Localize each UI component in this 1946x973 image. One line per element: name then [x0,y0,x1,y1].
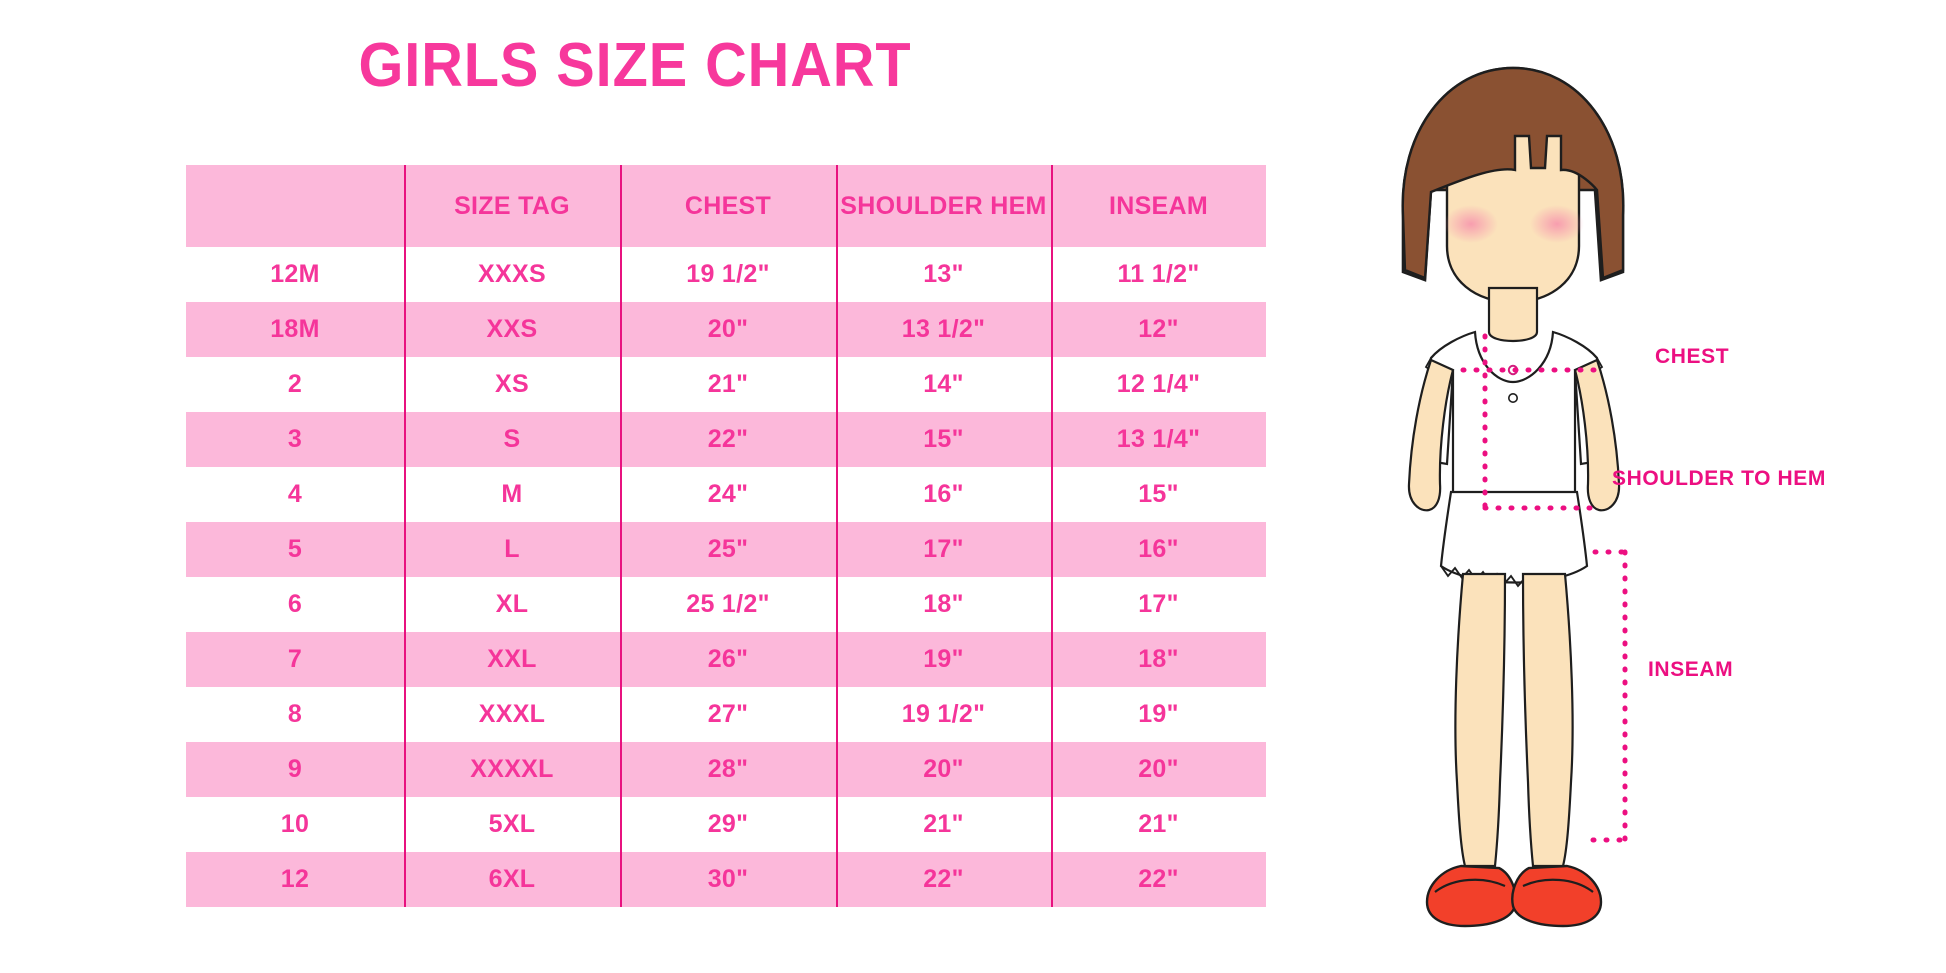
cell-size: 18M [186,302,404,357]
cell-shoulder-hem: 19" [836,632,1051,687]
cell-chest: 30" [620,852,836,907]
cell-size-tag: L [404,522,620,577]
table-row: 10 5XL 29" 21" 21" [186,797,1266,852]
shirt-shape [1421,330,1607,502]
cell-inseam: 15" [1051,467,1266,522]
cell-inseam: 22" [1051,852,1266,907]
cell-size-tag: XXXS [404,247,620,302]
table-header: SIZE TAG CHEST SHOULDER HEM INSEAM [186,165,1266,247]
cell-inseam: 12" [1051,302,1266,357]
cell-shoulder-hem: 16" [836,467,1051,522]
cell-shoulder-hem: 19 1/2" [836,687,1051,742]
cell-chest: 19 1/2" [620,247,836,302]
column-header-size-tag: SIZE TAG [404,165,620,247]
legs-shape [1454,572,1574,868]
measure-label-chest: CHEST [1655,345,1730,368]
cell-chest: 25" [620,522,836,577]
cell-chest: 24" [620,467,836,522]
cell-chest: 21" [620,357,836,412]
cell-size-tag: XXXL [404,687,620,742]
column-header-size [186,165,404,247]
cell-inseam: 16" [1051,522,1266,577]
shoes-shape [1425,864,1603,928]
table-row: 5 L 25" 17" 16" [186,522,1266,577]
cell-size: 12 [186,852,404,907]
table-row: 8 XXXL 27" 19 1/2" 19" [186,687,1266,742]
cell-shoulder-hem: 17" [836,522,1051,577]
cell-chest: 28" [620,742,836,797]
cell-shoulder-hem: 22" [836,852,1051,907]
cell-size: 12M [186,247,404,302]
table-row: 3 S 22" 15" 13 1/4" [186,412,1266,467]
blush-right [1530,205,1584,243]
measure-guides [1460,333,1630,843]
cell-chest: 27" [620,687,836,742]
cell-shoulder-hem: 13 1/2" [836,302,1051,357]
cell-size-tag: XXL [404,632,620,687]
table-body: 12M XXXS 19 1/2" 13" 11 1/2" 18M XXS 20" 13 1/2"… [186,247,1266,907]
column-header-inseam: INSEAM [1051,165,1266,247]
cell-size: 8 [186,687,404,742]
cell-chest: 25 1/2" [620,577,836,632]
cell-chest: 29" [620,797,836,852]
table-header-row: SIZE TAG CHEST SHOULDER HEM INSEAM [186,165,1266,247]
cell-chest: 26" [620,632,836,687]
column-header-chest: CHEST [620,165,836,247]
cell-inseam: 13 1/4" [1051,412,1266,467]
cell-chest: 20" [620,302,836,357]
size-chart-table-container: SIZE TAG CHEST SHOULDER HEM INSEAM 12M XX… [186,165,1266,907]
cell-inseam: 12 1/4" [1051,357,1266,412]
cell-chest: 22" [620,412,836,467]
bangs-shape [1401,66,1625,280]
measure-label-inseam: INSEAM [1648,658,1734,681]
cell-shoulder-hem: 14" [836,357,1051,412]
cell-shoulder-hem: 15" [836,412,1051,467]
table-row: 4 M 24" 16" 15" [186,467,1266,522]
table-row: 7 XXL 26" 19" 18" [186,632,1266,687]
cell-size-tag: XXXXL [404,742,620,797]
table-row: 12M XXXS 19 1/2" 13" 11 1/2" [186,247,1266,302]
cell-size-tag: XS [404,357,620,412]
table-row: 6 XL 25 1/2" 18" 17" [186,577,1266,632]
page-title: GIRLS SIZE CHART [358,31,912,100]
cell-shoulder-hem: 13" [836,247,1051,302]
cell-inseam: 17" [1051,577,1266,632]
cell-size-tag: M [404,467,620,522]
arms-shape [1407,358,1621,512]
cell-inseam: 21" [1051,797,1266,852]
cell-size: 7 [186,632,404,687]
cell-size: 6 [186,577,404,632]
button-lower [1508,392,1519,403]
cell-size: 5 [186,522,404,577]
cell-size: 9 [186,742,404,797]
column-header-shoulder-hem: SHOULDER HEM [836,165,1051,247]
cell-shoulder-hem: 20" [836,742,1051,797]
cell-size-tag: 6XL [404,852,620,907]
cell-inseam: 19" [1051,687,1266,742]
table-row: 2 XS 21" 14" 12 1/4" [186,357,1266,412]
cell-inseam: 20" [1051,742,1266,797]
cell-shoulder-hem: 21" [836,797,1051,852]
cell-inseam: 18" [1051,632,1266,687]
table-row: 9 XXXXL 28" 20" 20" [186,742,1266,797]
neck-shape [1487,286,1539,342]
cell-size: 10 [186,797,404,852]
cell-size: 2 [186,357,404,412]
cell-size: 3 [186,412,404,467]
measure-label-shoulder-to-hem: SHOULDER TO HEM [1612,467,1826,490]
cell-size-tag: XL [404,577,620,632]
table-row: 12 6XL 30" 22" 22" [186,852,1266,907]
cell-size: 4 [186,467,404,522]
blush-left [1444,205,1498,243]
cell-size-tag: XXS [404,302,620,357]
cell-inseam: 11 1/2" [1051,247,1266,302]
cell-size-tag: S [404,412,620,467]
table-row: 18M XXS 20" 13 1/2" 12" [186,302,1266,357]
cell-shoulder-hem: 18" [836,577,1051,632]
cell-size-tag: 5XL [404,797,620,852]
girl-figure-illustration [1365,40,1665,940]
size-chart-table: SIZE TAG CHEST SHOULDER HEM INSEAM 12M XX… [186,165,1266,907]
